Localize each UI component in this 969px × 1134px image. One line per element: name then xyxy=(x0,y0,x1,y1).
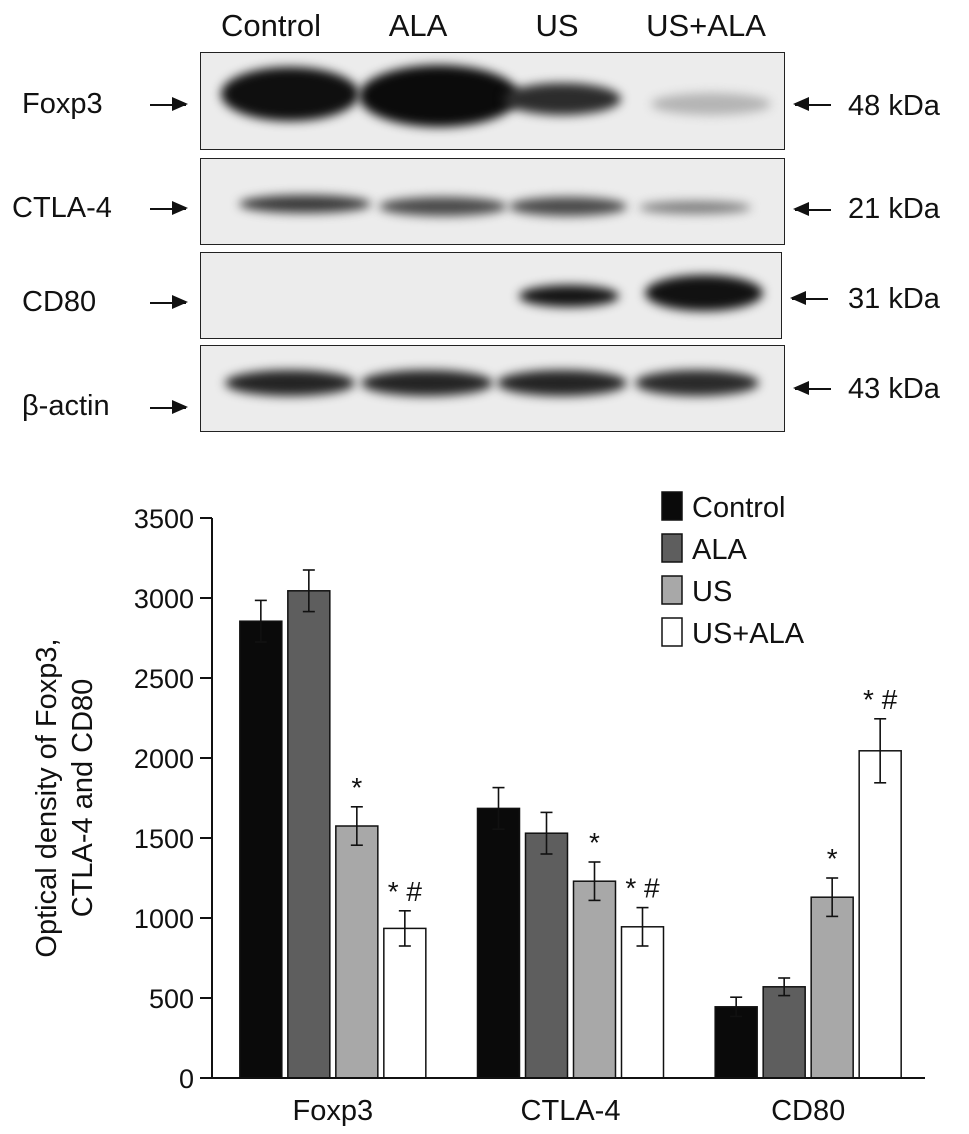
lane-label-us-ala: US+ALA xyxy=(646,8,766,43)
bar xyxy=(762,986,806,1079)
blot-strip-beta-actin xyxy=(200,345,785,432)
y-axis-label-line: CTLA-4 and CD80 xyxy=(67,679,99,918)
band xyxy=(361,370,493,396)
protein-label-ctla4: CTLA-4 xyxy=(12,192,112,224)
significance-label: * xyxy=(827,843,838,874)
bar xyxy=(858,750,902,1079)
band xyxy=(379,197,507,216)
lane-label-us: US xyxy=(535,8,579,43)
x-tick-label: CTLA-4 xyxy=(521,1095,621,1127)
left-arrow-icon xyxy=(790,291,828,305)
right-arrow-icon xyxy=(150,201,188,215)
band xyxy=(651,93,771,115)
band xyxy=(509,197,627,216)
size-label-beta-actin: 43 kDa xyxy=(848,373,940,405)
band xyxy=(635,370,759,396)
bar xyxy=(714,1006,758,1079)
bar xyxy=(287,590,331,1079)
protein-label-cd80: CD80 xyxy=(22,286,97,318)
band xyxy=(519,285,619,307)
significance-label: * # xyxy=(863,684,898,715)
y-axis: 0 500 1000 1500 2000 2500 3000 3500 xyxy=(134,504,213,1094)
bar xyxy=(335,825,379,1079)
lane-label-control: Control xyxy=(221,8,321,43)
right-arrow-icon xyxy=(150,295,188,309)
x-axis: Foxp3 CTLA-4 CD80 xyxy=(212,1077,925,1127)
blot-strip-ctla4 xyxy=(200,158,785,245)
blot-strip-foxp3 xyxy=(200,52,785,150)
bar xyxy=(810,896,854,1079)
legend-label: US+ALA xyxy=(692,618,805,650)
bar xyxy=(476,807,521,1079)
lane-label-ala: ALA xyxy=(388,8,448,43)
right-arrow-icon xyxy=(150,97,188,111)
band xyxy=(225,370,355,396)
y-axis-label-line: Optical density of Foxp3, xyxy=(31,638,63,957)
bars: * * # * * # * * # xyxy=(239,569,902,1079)
left-arrow-icon xyxy=(793,381,831,395)
size-label-cd80: 31 kDa xyxy=(848,283,940,315)
legend-label: Control xyxy=(692,492,786,524)
legend: Control ALA US US+ALA xyxy=(661,491,805,650)
y-axis-label: Optical density of Foxp3, CTLA-4 and CD80 xyxy=(31,638,99,957)
band xyxy=(497,370,627,396)
significance-label: * xyxy=(589,827,600,858)
y-tick-label: 1500 xyxy=(134,824,194,854)
y-tick-label: 3500 xyxy=(134,504,194,534)
band xyxy=(503,83,621,115)
legend-swatch xyxy=(661,617,683,647)
right-arrow-icon xyxy=(150,400,188,414)
band xyxy=(359,65,519,127)
bar xyxy=(620,926,665,1079)
blot-strip-cd80 xyxy=(200,252,782,339)
legend-label: ALA xyxy=(692,534,747,566)
y-tick-label: 500 xyxy=(149,984,194,1014)
protein-label-foxp3: Foxp3 xyxy=(22,88,103,120)
x-tick-label: CD80 xyxy=(771,1095,845,1127)
legend-swatch xyxy=(661,533,683,563)
size-label-ctla4: 21 kDa xyxy=(848,193,940,225)
band xyxy=(645,275,763,311)
x-tick-label: Foxp3 xyxy=(293,1095,374,1127)
size-label-foxp3: 48 kDa xyxy=(848,90,940,122)
band xyxy=(239,195,371,213)
y-tick-label: 0 xyxy=(179,1064,194,1094)
bar xyxy=(239,620,283,1079)
y-tick-label: 1000 xyxy=(134,904,194,934)
left-arrow-icon xyxy=(793,97,831,111)
significance-label: * # xyxy=(388,876,423,907)
significance-label: * # xyxy=(625,873,660,904)
bar xyxy=(383,927,427,1079)
bar xyxy=(572,880,617,1079)
y-tick-label: 3000 xyxy=(134,584,194,614)
left-arrow-icon xyxy=(793,202,831,216)
legend-label: US xyxy=(692,576,732,608)
protein-label-beta-actin: β-actin xyxy=(22,390,110,422)
y-tick-label: 2000 xyxy=(134,744,194,774)
band xyxy=(221,67,359,121)
significance-label: * xyxy=(351,772,362,803)
legend-swatch xyxy=(661,575,683,605)
legend-swatch xyxy=(661,491,683,521)
y-tick-label: 2500 xyxy=(134,664,194,694)
band xyxy=(639,201,751,214)
bar xyxy=(524,832,569,1079)
